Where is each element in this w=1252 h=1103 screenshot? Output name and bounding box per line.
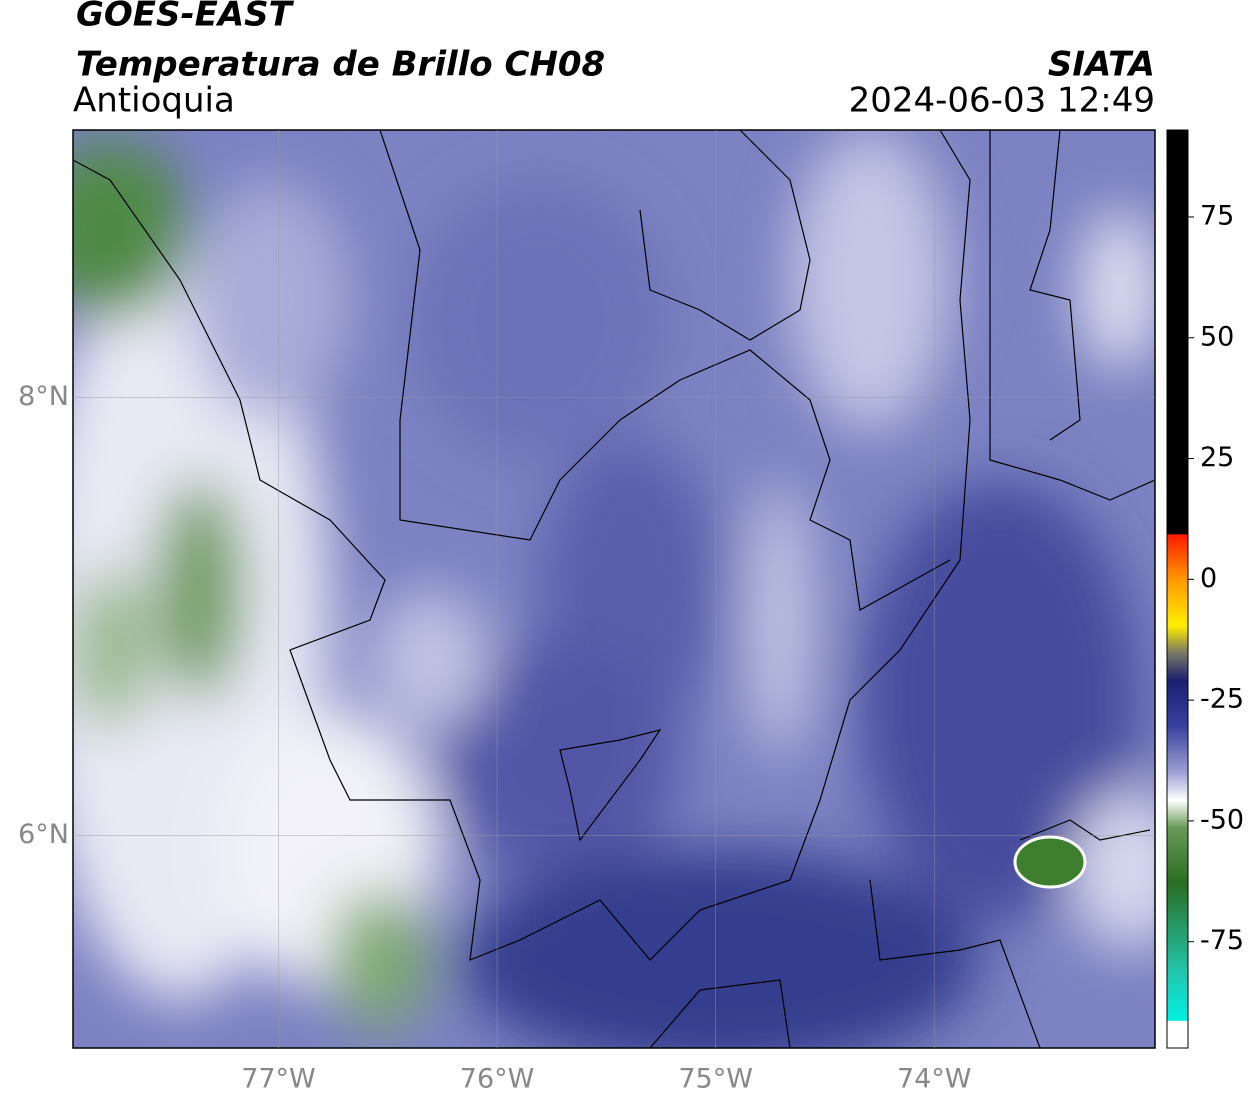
colorbar-tick-label: 0 — [1200, 563, 1217, 594]
subtitle: Temperatura de Brillo CH08 — [76, 45, 605, 85]
lon-tick-label: 74°W — [897, 1064, 972, 1095]
lon-tick-label: 75°W — [678, 1064, 753, 1095]
colorbar-tick-label: 50 — [1200, 321, 1234, 352]
map-frame — [72, 129, 1156, 1049]
colorbar — [1166, 129, 1189, 1049]
region: Antioquia — [73, 81, 235, 121]
lon-tick-label: 76°W — [460, 1064, 535, 1095]
colorbar-tick-label: 75 — [1200, 200, 1234, 231]
datetime: 2024-06-03 12:49 — [849, 81, 1155, 121]
title: GOES-EAST — [76, 0, 295, 35]
colorbar-tick-label: -25 — [1200, 684, 1244, 715]
source: SIATA — [1048, 45, 1155, 85]
colorbar-tick-label: -50 — [1200, 804, 1244, 835]
map-field — [73, 130, 1155, 1048]
colorbar-tick-label: -75 — [1200, 925, 1244, 956]
colorbar-tick-label: 25 — [1200, 442, 1234, 473]
lat-tick-label: 8°N — [18, 381, 69, 412]
lat-tick-label: 6°N — [18, 819, 69, 850]
lon-tick-label: 77°W — [241, 1064, 316, 1095]
